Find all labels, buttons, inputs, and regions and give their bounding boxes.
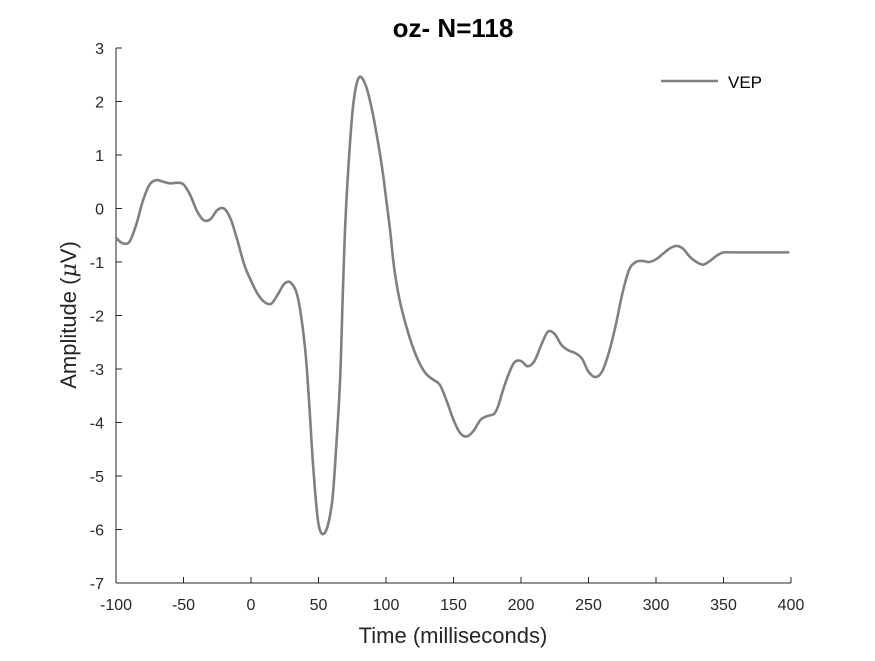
y-tick-label: -1 [90,255,104,272]
chart-title: oz- N=118 [393,13,514,43]
y-tick-label: -4 [90,416,104,433]
legend: VEP [661,73,762,92]
y-tick-label: 0 [95,202,104,219]
legend-label-vep: VEP [728,73,762,92]
y-tick-label: -3 [90,362,104,379]
x-tick-label: -50 [172,597,195,614]
y-tick-label: -7 [90,576,104,593]
x-tick-label: 400 [778,597,805,614]
x-tick-label: 150 [440,597,467,614]
y-tick-label: 1 [95,148,104,165]
y-axis-label-mu: μ [57,263,82,277]
y-tick-label: -6 [90,523,104,540]
x-axis-label: Time (milliseconds) [359,623,548,648]
y-axis-label-main: Amplitude ( [56,277,81,389]
x-tick-label: 200 [508,597,535,614]
y-tick-label: 3 [95,41,104,58]
y-axis-label: Amplitude (μV) [56,241,82,389]
series-line-vep [114,75,790,536]
x-tick-label: -100 [100,597,132,614]
x-tick-label: 50 [310,597,328,614]
y-axis-label-unit: V) [56,241,81,263]
x-ticks: -100 -50 0 50 100 150 200 250 300 350 400 [100,577,804,614]
y-tick-label: -5 [90,469,104,486]
x-tick-label: 100 [373,597,400,614]
x-tick-label: 250 [575,597,602,614]
y-ticks: -7 -6 -5 -4 -3 -2 -1 0 1 2 3 [90,41,122,593]
x-tick-label: 0 [247,597,256,614]
x-tick-label: 350 [710,597,737,614]
axes [115,48,791,584]
y-tick-label: -2 [90,309,104,326]
x-tick-label: 300 [643,597,670,614]
y-tick-label: 2 [95,95,104,112]
